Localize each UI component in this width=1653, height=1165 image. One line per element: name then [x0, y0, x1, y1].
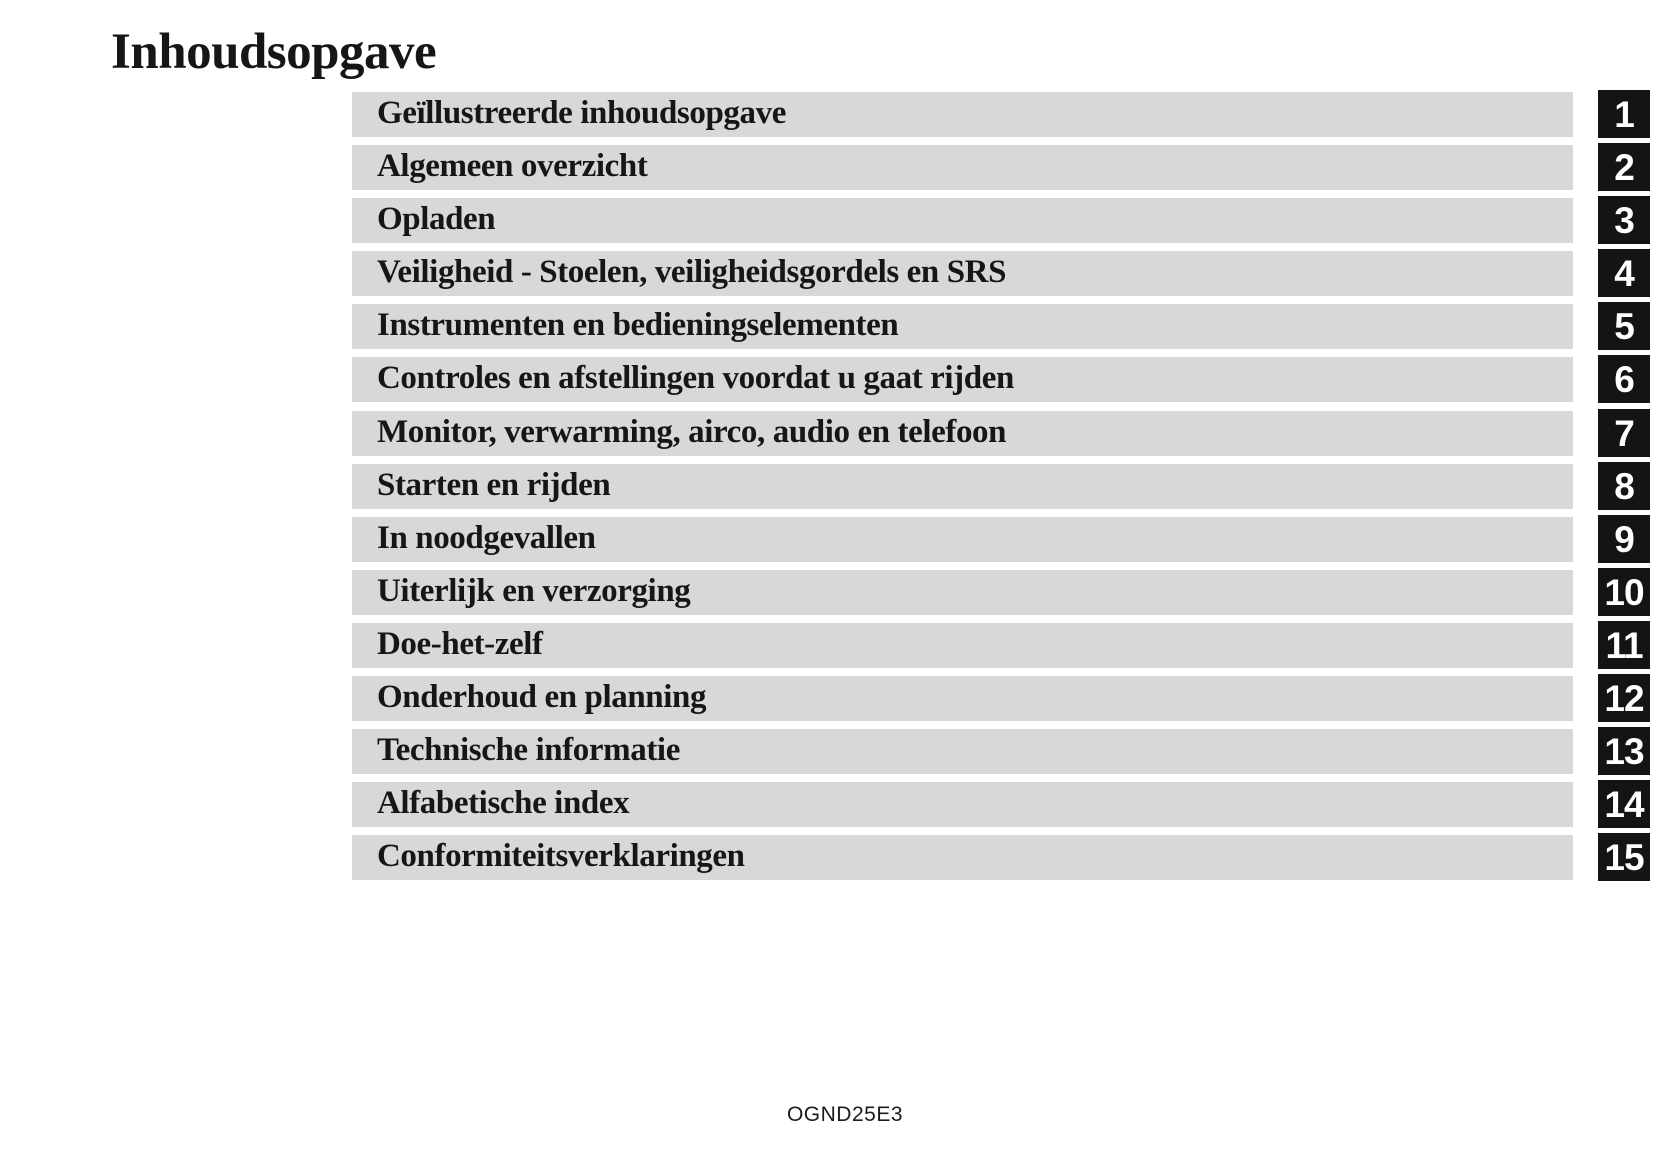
- toc-row: Instrumenten en bedieningselementen 5: [352, 302, 1653, 351]
- toc-chapter-number: 8: [1614, 465, 1635, 507]
- toc-chapter-label: Starten en rijden: [377, 466, 611, 503]
- toc-chapter-bar: Instrumenten en bedieningselementen: [352, 304, 1573, 350]
- toc-chapter-number: 15: [1604, 837, 1644, 879]
- toc-chapter-number: 13: [1604, 731, 1644, 773]
- toc-chapter-number-tab: 8: [1598, 461, 1650, 510]
- toc-chapter-bar: Uiterlijk en verzorging: [352, 569, 1573, 615]
- toc-row: Doe-het-zelf 11: [352, 620, 1653, 669]
- toc-row: Geïllustreerde inhoudsopgave 1: [352, 90, 1653, 138]
- toc-chapter-bar: In noodgevallen: [352, 516, 1573, 562]
- toc-list: Geïllustreerde inhoudsopgave 1 Algemeen …: [352, 90, 1653, 888]
- toc-chapter-label: Technische informatie: [377, 732, 680, 769]
- toc-chapter-number-tab: 4: [1598, 249, 1650, 298]
- toc-chapter-number-tab: 7: [1598, 408, 1650, 457]
- toc-chapter-number-tab: 14: [1598, 780, 1650, 829]
- toc-row: Starten en rijden 8: [352, 461, 1653, 510]
- toc-chapter-bar: Starten en rijden: [352, 463, 1573, 509]
- toc-row: Onderhoud en planning 12: [352, 674, 1653, 723]
- toc-row: Technische informatie 13: [352, 727, 1653, 776]
- page-title: Inhoudsopgave: [111, 24, 437, 80]
- toc-row: Controles en afstellingen voordat u gaat…: [352, 355, 1653, 404]
- document-code: OGND25E3: [786, 1103, 904, 1126]
- toc-chapter-number-tab: 15: [1598, 833, 1650, 882]
- toc-chapter-label: Doe-het-zelf: [377, 625, 543, 662]
- toc-row: Algemeen overzicht 2: [352, 143, 1653, 192]
- toc-chapter-label: Instrumenten en bedieningselementen: [377, 307, 899, 344]
- toc-chapter-number: 2: [1614, 147, 1635, 189]
- toc-chapter-number-tab: 5: [1598, 302, 1650, 351]
- toc-row: Uiterlijk en verzorging 10: [352, 567, 1653, 616]
- toc-chapter-number-tab: 6: [1598, 355, 1650, 404]
- toc-chapter-bar: Controles en afstellingen voordat u gaat…: [352, 357, 1573, 403]
- toc-chapter-bar: Opladen: [352, 198, 1573, 244]
- toc-chapter-label: In noodgevallen: [377, 519, 596, 556]
- toc-chapter-number: 12: [1604, 678, 1644, 720]
- toc-chapter-label: Conformiteitsverklaringen: [377, 838, 745, 875]
- toc-chapter-label: Controles en afstellingen voordat u gaat…: [377, 360, 1014, 397]
- toc-chapter-label: Geïllustreerde inhoudsopgave: [377, 95, 786, 131]
- toc-chapter-label: Alfabetische index: [377, 785, 630, 822]
- toc-chapter-number: 4: [1614, 253, 1635, 295]
- toc-chapter-number-tab: 1: [1598, 90, 1650, 138]
- toc-chapter-bar: Algemeen overzicht: [352, 145, 1573, 191]
- toc-chapter-label: Veiligheid - Stoelen, veiligheidsgordels…: [377, 254, 1007, 291]
- toc-chapter-bar: Doe-het-zelf: [352, 622, 1573, 668]
- toc-chapter-number-tab: 2: [1598, 143, 1650, 192]
- toc-chapter-number-tab: 3: [1598, 196, 1650, 245]
- toc-chapter-label: Opladen: [377, 201, 496, 238]
- toc-chapter-number: 1: [1614, 94, 1635, 135]
- toc-chapter-number: 5: [1614, 306, 1635, 348]
- toc-chapter-number-tab: 10: [1598, 567, 1650, 616]
- toc-row: Conformiteitsverklaringen 15: [352, 833, 1653, 882]
- toc-chapter-bar: Technische informatie: [352, 729, 1573, 775]
- toc-chapter-number: 6: [1614, 359, 1635, 401]
- toc-chapter-label: Algemeen overzicht: [377, 148, 648, 185]
- toc-chapter-number: 14: [1604, 784, 1644, 826]
- toc-row: Opladen 3: [352, 196, 1653, 245]
- toc-chapter-number: 11: [1605, 624, 1643, 666]
- toc-chapter-bar: Geïllustreerde inhoudsopgave: [352, 92, 1573, 137]
- toc-chapter-bar: Conformiteitsverklaringen: [352, 835, 1573, 881]
- toc-row: Veiligheid - Stoelen, veiligheidsgordels…: [352, 249, 1653, 298]
- toc-chapter-number-tab: 12: [1598, 674, 1650, 723]
- toc-chapter-number: 3: [1614, 200, 1635, 242]
- toc-chapter-label: Monitor, verwarming, airco, audio en tel…: [377, 413, 1007, 450]
- toc-chapter-number: 7: [1614, 412, 1635, 454]
- toc-chapter-number: 10: [1604, 571, 1644, 613]
- toc-chapter-number-tab: 13: [1598, 727, 1650, 776]
- toc-row: Alfabetische index 14: [352, 780, 1653, 829]
- toc-chapter-bar: Alfabetische index: [352, 782, 1573, 828]
- toc-chapter-number-tab: 11: [1598, 620, 1650, 669]
- toc-chapter-label: Uiterlijk en verzorging: [377, 572, 691, 609]
- toc-chapter-bar: Monitor, verwarming, airco, audio en tel…: [352, 410, 1573, 456]
- toc-chapter-bar: Veiligheid - Stoelen, veiligheidsgordels…: [352, 251, 1573, 297]
- toc-chapter-label: Onderhoud en planning: [377, 679, 707, 716]
- toc-chapter-bar: Onderhoud en planning: [352, 676, 1573, 722]
- toc-row: In noodgevallen 9: [352, 514, 1653, 563]
- toc-row: Monitor, verwarming, airco, audio en tel…: [352, 408, 1653, 457]
- toc-chapter-number-tab: 9: [1598, 514, 1650, 563]
- toc-chapter-number: 9: [1614, 518, 1635, 560]
